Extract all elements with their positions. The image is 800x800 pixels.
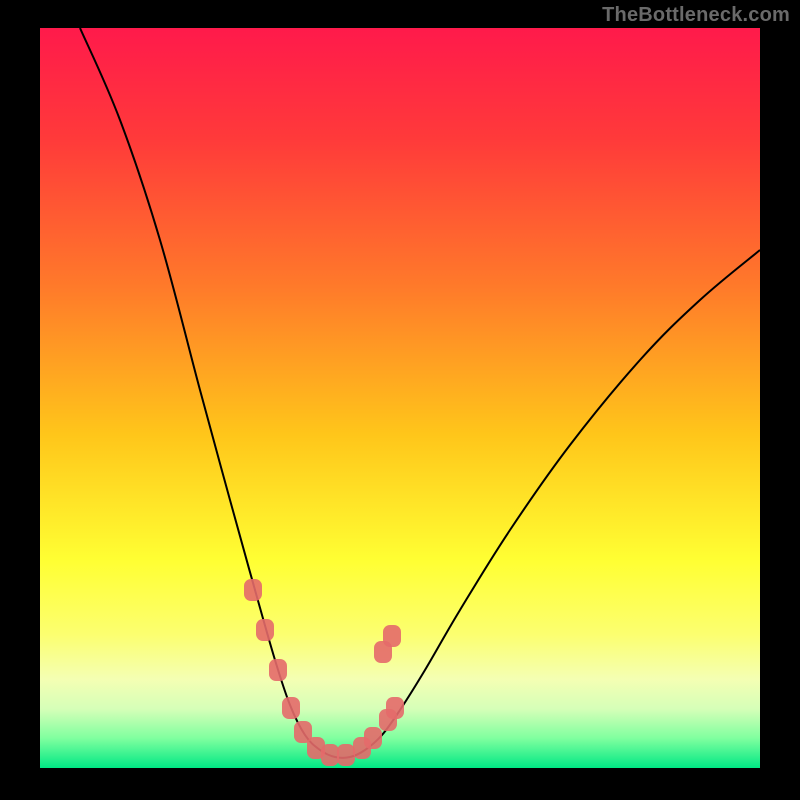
curve-marker — [269, 659, 287, 681]
curve-marker — [337, 744, 355, 766]
curve-marker — [321, 744, 339, 766]
curve-marker — [282, 697, 300, 719]
curve-marker — [386, 697, 404, 719]
plot-area-gradient — [40, 28, 760, 768]
curve-marker — [256, 619, 274, 641]
curve-marker — [244, 579, 262, 601]
watermark-text: TheBottleneck.com — [602, 4, 790, 27]
curve-marker — [383, 625, 401, 647]
curve-marker — [364, 727, 382, 749]
